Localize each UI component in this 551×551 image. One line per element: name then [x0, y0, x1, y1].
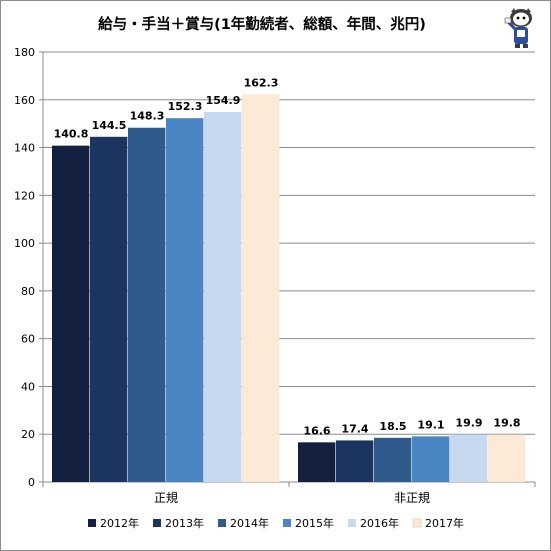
legend-swatch: [412, 518, 422, 528]
legend-swatch: [283, 519, 291, 527]
data-label: 19.8: [493, 417, 520, 430]
data-label: 16.6: [303, 424, 330, 437]
legend-swatch: [153, 519, 161, 527]
bar: [412, 436, 450, 482]
bar: [204, 111, 242, 482]
data-label: 140.8: [54, 128, 89, 141]
bar: [336, 440, 374, 482]
bar: [242, 94, 280, 483]
data-label: 18.5: [379, 420, 406, 433]
bar: [298, 442, 336, 482]
y-tick-label: 180: [14, 46, 35, 59]
data-label: 19.1: [417, 418, 444, 431]
y-tick-label: 60: [21, 333, 35, 346]
bar: [90, 136, 128, 483]
data-label: 152.3: [168, 100, 203, 113]
data-label: 144.5: [92, 119, 127, 132]
mascot-logo: [504, 8, 532, 48]
legend-label: 2017年: [425, 516, 464, 530]
chart-title: 給与・手当＋賞与(1年勤続者、総額、年間、兆円): [98, 15, 426, 33]
legend-label: 2015年: [295, 516, 334, 530]
bar: [52, 145, 90, 482]
bar: [374, 437, 412, 482]
category-label: 非正規: [394, 490, 430, 505]
legend-label: 2013年: [165, 516, 204, 530]
data-label: 17.4: [341, 422, 368, 435]
bar: [450, 434, 488, 482]
category-label: 正規: [154, 490, 178, 505]
legend-swatch: [348, 519, 356, 527]
y-tick-label: 20: [21, 428, 35, 441]
legend-label: 2016年: [360, 516, 399, 530]
bar: [166, 118, 204, 482]
bar: [128, 127, 166, 482]
y-tick-label: 80: [21, 285, 35, 298]
y-tick-label: 0: [28, 476, 35, 489]
data-label: 154.9: [206, 94, 241, 107]
legend-label: 2014年: [230, 516, 269, 530]
y-tick-label: 120: [14, 189, 35, 202]
y-tick-label: 160: [14, 94, 35, 107]
data-label: 148.3: [130, 110, 165, 123]
legend-label: 2012年: [100, 516, 139, 530]
data-label: 19.9: [455, 416, 482, 429]
y-tick-label: 40: [21, 380, 35, 393]
bar: [488, 434, 526, 482]
y-tick-label: 100: [14, 237, 35, 250]
y-tick-label: 140: [14, 142, 35, 155]
legend-swatch: [218, 519, 226, 527]
data-label: 162.3: [244, 76, 279, 89]
legend-swatch: [88, 519, 96, 527]
